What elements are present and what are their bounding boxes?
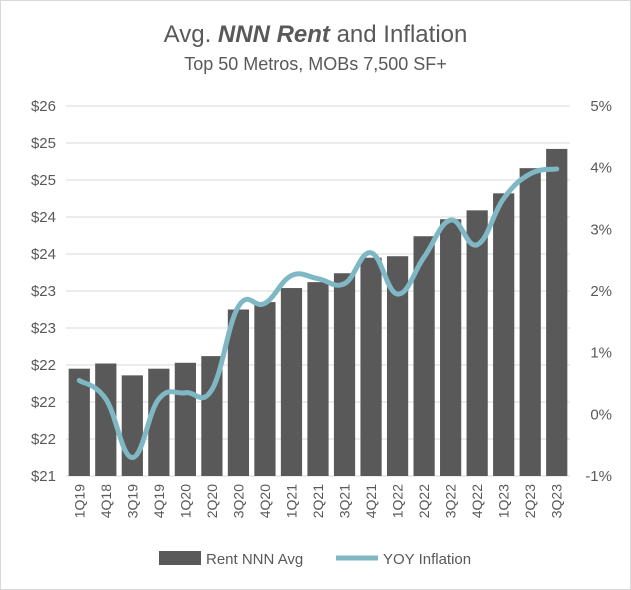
secondary-tick-label: 3% bbox=[590, 221, 612, 238]
bar bbox=[546, 148, 568, 477]
bar bbox=[386, 256, 409, 476]
primary-tick-label: $21 bbox=[31, 468, 56, 485]
x-tick-label: 3Q19 bbox=[124, 484, 140, 518]
secondary-tick-label: 2% bbox=[590, 283, 612, 300]
secondary-axis-labels: -1% 0% 1% 2% 3% 4% 5% bbox=[585, 98, 612, 485]
bar bbox=[493, 193, 515, 476]
x-tick-label: 4Q19 bbox=[151, 484, 167, 518]
bar bbox=[121, 375, 143, 476]
primary-tick-label: $22 bbox=[31, 394, 56, 411]
bar bbox=[68, 368, 90, 476]
primary-tick-label: $25 bbox=[31, 172, 56, 189]
inflation-line bbox=[76, 166, 560, 460]
x-tick-label: 1Q23 bbox=[496, 484, 512, 518]
legend-label-rent: Rent NNN Avg bbox=[206, 551, 303, 568]
x-tick-label: 4Q18 bbox=[98, 484, 114, 518]
x-tick-label: 3Q20 bbox=[230, 484, 246, 518]
x-tick-label: 2Q22 bbox=[416, 484, 432, 518]
primary-tick-label: $22 bbox=[31, 431, 56, 448]
bar bbox=[227, 309, 250, 476]
legend: Rent NNN Avg YOY Inflation bbox=[159, 551, 471, 568]
legend-swatch-rent bbox=[159, 551, 201, 565]
bar bbox=[333, 273, 356, 476]
x-tick-label: 3Q23 bbox=[549, 484, 565, 518]
title-emphasis: NNN Rent bbox=[217, 21, 330, 48]
secondary-tick-label: 1% bbox=[590, 345, 612, 362]
secondary-tick-label: 5% bbox=[590, 98, 612, 115]
primary-tick-label: $24 bbox=[31, 246, 56, 263]
bar bbox=[280, 288, 303, 476]
chart-title: Avg. NNN Rent and Inflation bbox=[0, 20, 631, 50]
x-tick-label: 2Q23 bbox=[522, 484, 538, 518]
legend-label-inflation: YOY Inflation bbox=[383, 551, 471, 568]
x-tick-label: 4Q22 bbox=[469, 484, 485, 518]
x-tick-label: 3Q21 bbox=[337, 484, 353, 518]
bar bbox=[201, 356, 223, 476]
bar-series-rent bbox=[68, 148, 568, 477]
title-suffix: and Inflation bbox=[336, 21, 468, 48]
x-tick-label: 2Q21 bbox=[310, 484, 326, 518]
x-tick-label: 1Q20 bbox=[177, 484, 193, 518]
bar bbox=[174, 362, 196, 476]
primary-tick-label: $26 bbox=[31, 98, 56, 115]
secondary-tick-label: 0% bbox=[590, 406, 612, 423]
x-tick-label: 4Q21 bbox=[363, 484, 379, 518]
title-prefix: Avg. bbox=[163, 21, 212, 48]
bar bbox=[307, 282, 329, 476]
primary-tick-label: $23 bbox=[31, 283, 56, 300]
secondary-tick-label: -1% bbox=[585, 468, 612, 485]
primary-tick-label: $25 bbox=[31, 135, 56, 152]
chart-title-block: Avg. NNN Rent and Inflation Top 50 Metro… bbox=[0, 20, 631, 76]
primary-tick-label: $23 bbox=[31, 320, 56, 337]
primary-axis-labels: $21 $22 $22 $22 $23 $23 $24 $24 $25 $25 $26 bbox=[31, 98, 56, 485]
bar bbox=[254, 302, 276, 476]
x-tick-label: 3Q22 bbox=[443, 484, 459, 518]
x-tick-label: 4Q20 bbox=[257, 484, 273, 518]
bar bbox=[519, 168, 541, 476]
bar bbox=[466, 210, 488, 476]
x-tick-label: 2Q20 bbox=[204, 484, 220, 518]
x-tick-label: 1Q22 bbox=[390, 484, 406, 518]
chart-subtitle: Top 50 Metros, MOBs 7,500 SF+ bbox=[184, 54, 447, 74]
bar bbox=[440, 219, 462, 476]
primary-tick-label: $24 bbox=[31, 209, 56, 226]
line-series-inflation bbox=[76, 166, 560, 460]
x-tick-label: 1Q19 bbox=[71, 484, 87, 518]
bar bbox=[413, 236, 435, 476]
x-tick-label: 1Q21 bbox=[283, 484, 299, 518]
x-axis-labels: 1Q19 4Q18 3Q19 4Q19 1Q20 2Q20 3Q20 4Q20 1Q21 2Q21… bbox=[71, 484, 564, 518]
bar bbox=[360, 257, 382, 476]
secondary-tick-label: 4% bbox=[590, 160, 612, 177]
primary-tick-label: $22 bbox=[31, 357, 56, 374]
